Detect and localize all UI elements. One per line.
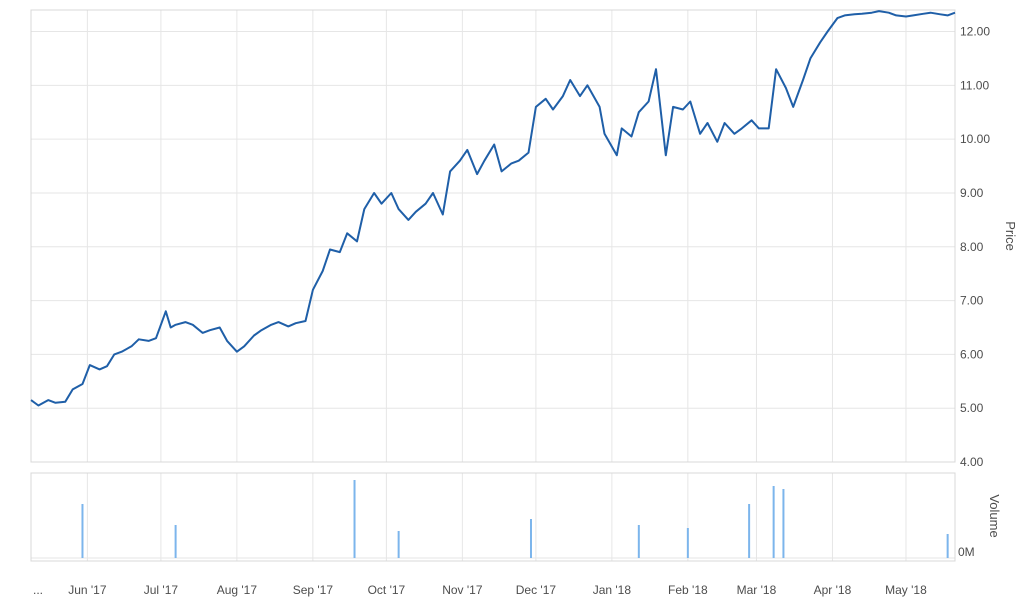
volume-bar[interactable] — [748, 504, 751, 558]
x-tick-label: Nov '17 — [442, 583, 483, 597]
volume-bar[interactable] — [637, 525, 640, 558]
x-tick-label: Jan '18 — [593, 583, 632, 597]
volume-bar[interactable] — [946, 534, 949, 558]
volume-panel-frame — [30, 472, 956, 562]
x-tick-label: Sep '17 — [293, 583, 334, 597]
volume-bar[interactable] — [397, 531, 400, 558]
price-tick-label: 12.00 — [960, 25, 990, 39]
price-tick-label: 9.00 — [960, 186, 984, 200]
price-tick-label: 6.00 — [960, 347, 984, 361]
x-axis-ticks: ... Jun '17 Jul '17 Aug '17 Sep '17 Oct '17 No… — [33, 583, 927, 597]
x-tick-label: Aug '17 — [217, 583, 258, 597]
x-tick-label: May '18 — [885, 583, 927, 597]
x-tick-label: Jun '17 — [68, 583, 107, 597]
volume-bar[interactable] — [529, 519, 532, 558]
x-tick-label: Jul '17 — [144, 583, 179, 597]
volume-bar[interactable] — [782, 489, 785, 558]
x-tick-label: Apr '18 — [814, 583, 852, 597]
price-panel-frame — [30, 9, 956, 463]
price-series-line[interactable] — [30, 10, 956, 407]
volume-bar[interactable] — [353, 480, 356, 558]
price-tick-label: 4.00 — [960, 455, 984, 469]
price-y-axis-ticks: 4.00 5.00 6.00 7.00 8.00 9.00 10.00 11.00 12.00 — [960, 25, 990, 469]
price-tick-label: 5.00 — [960, 401, 984, 415]
x-tick-label: Dec '17 — [516, 583, 557, 597]
price-gridlines — [31, 10, 955, 463]
price-tick-label: 8.00 — [960, 240, 984, 254]
volume-bars — [81, 480, 949, 558]
x-tick-label: ... — [33, 583, 43, 597]
volume-bar[interactable] — [686, 528, 689, 558]
price-tick-label: 10.00 — [960, 132, 990, 146]
volume-axis-title: Volume — [987, 494, 1002, 537]
x-tick-label: Mar '18 — [737, 583, 777, 597]
price-tick-label: 11.00 — [960, 78, 989, 92]
volume-gridlines — [31, 473, 955, 561]
x-tick-label: Oct '17 — [368, 583, 406, 597]
volume-bar[interactable] — [81, 504, 84, 558]
volume-tick-label: 0M — [958, 545, 975, 559]
x-tick-label: Feb '18 — [668, 583, 708, 597]
volume-bar[interactable] — [174, 525, 177, 558]
price-axis-title: Price — [1003, 221, 1018, 251]
price-tick-label: 7.00 — [960, 294, 984, 308]
volume-bar[interactable] — [772, 486, 775, 558]
